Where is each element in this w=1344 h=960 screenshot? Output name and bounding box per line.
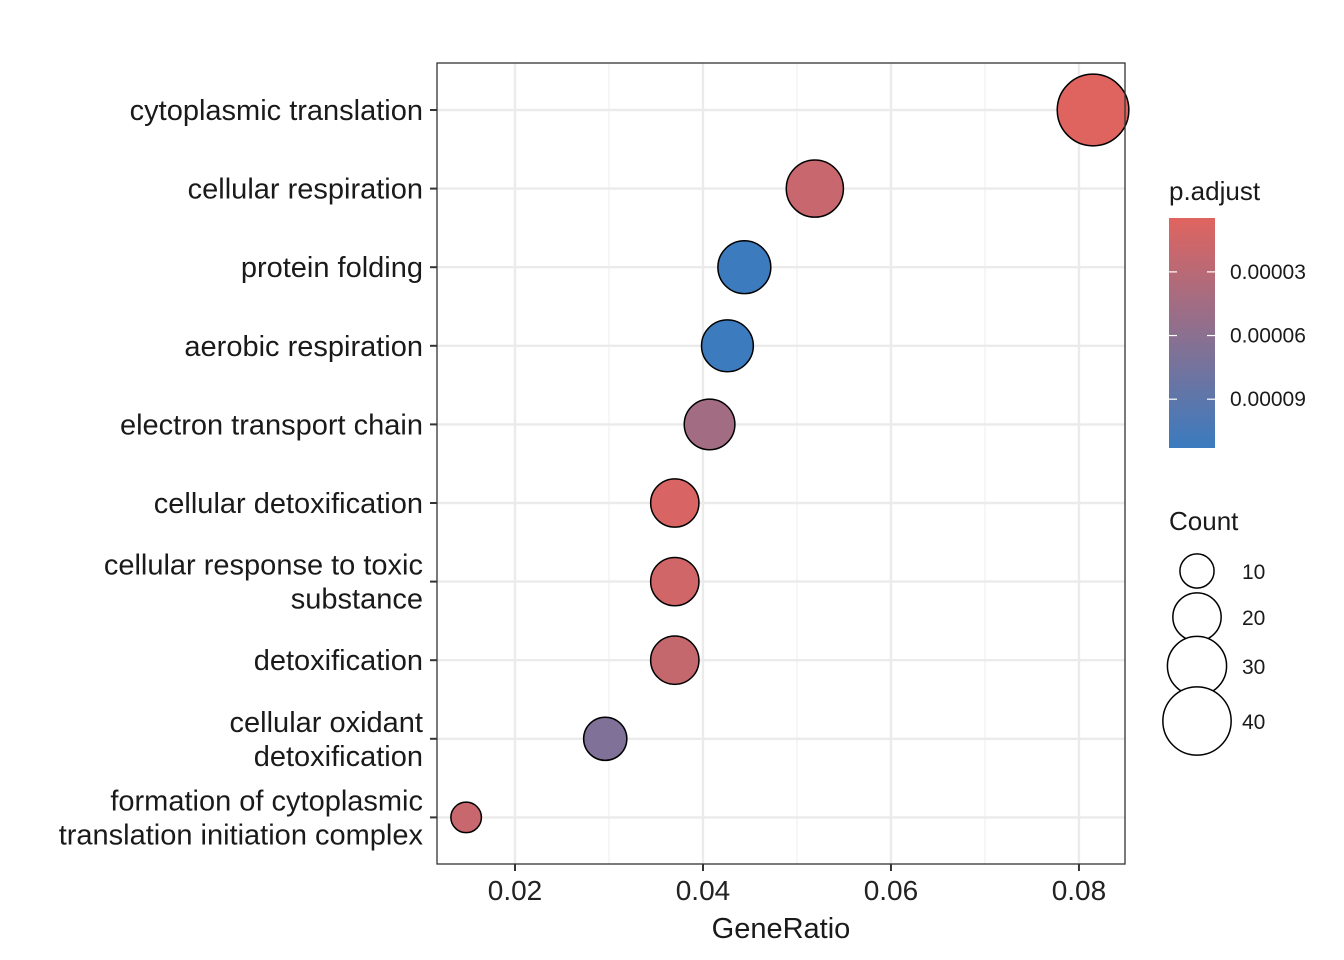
x-tick-label: 0.04: [676, 875, 731, 906]
y-tick-label: detoxification: [254, 741, 423, 773]
color-legend-label: 0.00003: [1230, 261, 1306, 284]
plot-background: [437, 63, 1125, 864]
y-tick-label: aerobic respiration: [184, 331, 423, 363]
size-legend-label: 10: [1242, 561, 1265, 584]
y-tick-label: cellular respiration: [188, 174, 423, 206]
size-legend-label: 40: [1242, 711, 1265, 734]
data-point: [649, 556, 700, 607]
data-point: [450, 801, 483, 834]
size-legend: Count 10 20 30 40: [1162, 506, 1265, 756]
size-legend-circle: [1179, 553, 1215, 589]
y-tick-label: electron transport chain: [120, 409, 423, 441]
y-tick-label: detoxification: [254, 645, 423, 677]
x-tick-label: 0.02: [488, 875, 543, 906]
size-legend-circle: [1162, 686, 1232, 756]
y-tick-label: translation initiation complex: [59, 819, 424, 851]
data-point: [1056, 73, 1130, 147]
color-legend-label: 0.00009: [1230, 388, 1306, 411]
x-tick-label: 0.06: [864, 875, 919, 906]
x-axis-title: GeneRatio: [712, 913, 851, 945]
data-point: [683, 398, 736, 451]
x-axis: 0.02 0.04 0.06 0.08: [488, 864, 1106, 906]
y-tick-label: protein folding: [241, 252, 423, 284]
y-axis: cytoplasmic translation cellular respirat…: [59, 95, 437, 851]
size-legend-title: Count: [1169, 506, 1239, 536]
y-tick-label: cellular detoxification: [154, 488, 423, 520]
color-legend-title: p.adjust: [1169, 176, 1261, 206]
data-point: [700, 319, 755, 373]
color-legend: p.adjust 0.00003 0.00006 0.00009: [1169, 176, 1306, 448]
grid-lines: [437, 63, 1125, 864]
data-point: [785, 159, 845, 218]
y-tick-label: cellular oxidant: [230, 707, 423, 739]
color-legend-label: 0.00006: [1230, 325, 1306, 348]
y-tick-label: cellular response to toxic: [104, 550, 423, 582]
y-tick-label: cytoplasmic translation: [130, 95, 423, 127]
size-legend-label: 30: [1242, 656, 1265, 679]
size-legend-circle: [1172, 592, 1222, 642]
data-point: [582, 716, 628, 762]
plot-panel-border: [436, 62, 1126, 865]
data-points: [450, 73, 1130, 834]
data-point: [649, 478, 700, 528]
y-tick-label: formation of cytoplasmic: [110, 785, 423, 817]
x-tick-label: 0.08: [1052, 875, 1107, 906]
data-point: [649, 635, 700, 686]
data-point: [717, 239, 772, 295]
y-tick-label: substance: [291, 584, 423, 616]
size-legend-label: 20: [1242, 607, 1265, 630]
color-legend-bar: [1169, 218, 1215, 448]
